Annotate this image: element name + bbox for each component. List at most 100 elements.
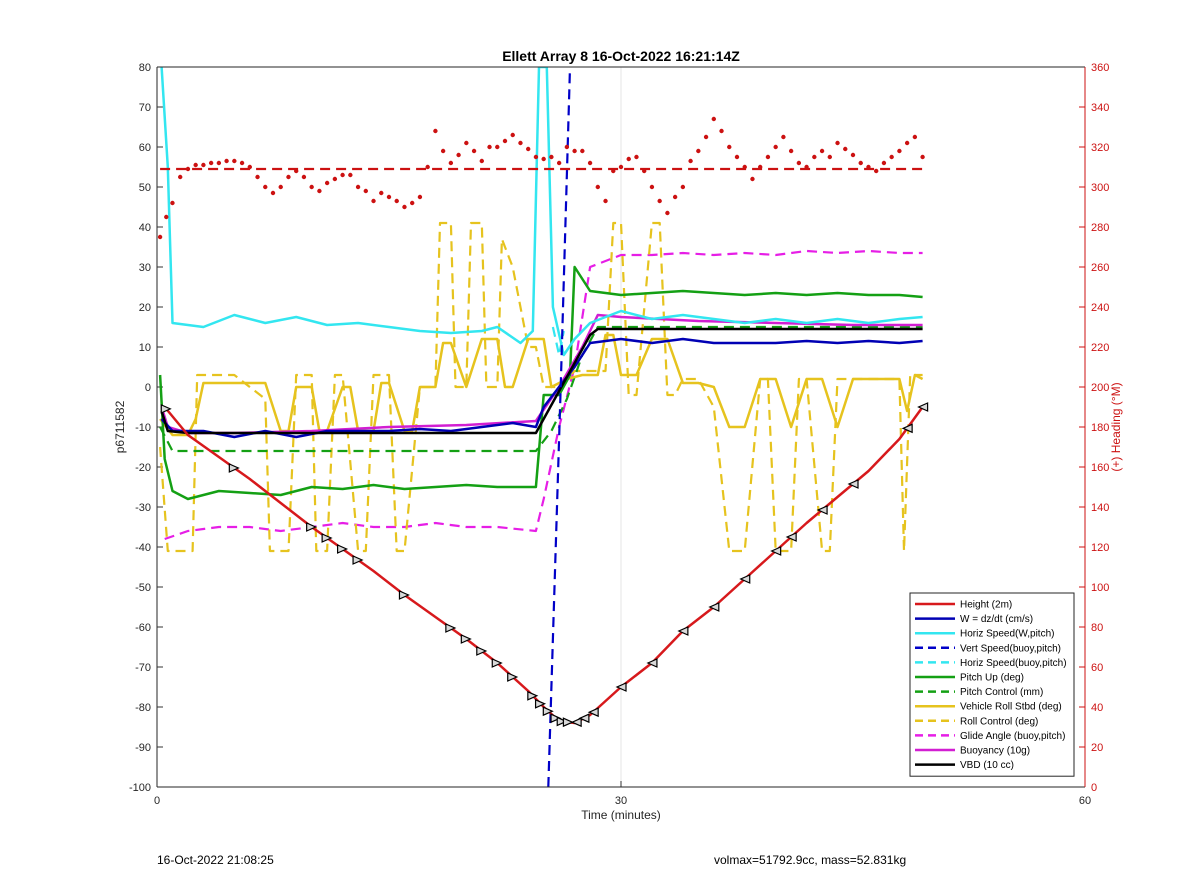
y2-tick-label: 180 [1091, 422, 1109, 434]
heading-point [642, 168, 647, 174]
y2-tick-label: 360 [1091, 62, 1109, 74]
y-tick-label: -20 [135, 462, 151, 474]
height-marker [228, 463, 240, 473]
y-axis-label: p6711582 [113, 400, 127, 453]
heading-point [827, 154, 832, 160]
heading-point [889, 154, 894, 160]
heading-point [611, 168, 616, 174]
heading-point [657, 198, 662, 204]
height-marker [527, 690, 539, 701]
height-marker [646, 658, 658, 668]
height-marker [491, 658, 503, 668]
heading-point [897, 148, 902, 154]
heading-point [665, 210, 670, 216]
y2-tick-label: 200 [1091, 382, 1109, 394]
x-tick-label: 0 [154, 795, 160, 807]
heading-point [433, 128, 438, 134]
height-marker [445, 623, 457, 633]
legend-label: Vehicle Roll Stbd (deg) [960, 702, 1062, 713]
heading-point [224, 158, 229, 164]
y2-tick-label: 160 [1091, 462, 1109, 474]
heading-point [317, 188, 322, 194]
y2-tick-label: 40 [1091, 702, 1103, 714]
height-marker [160, 403, 172, 414]
heading-point [495, 144, 500, 150]
heading-point [580, 148, 585, 154]
y-tick-label: 10 [139, 342, 151, 354]
heading-point [185, 166, 191, 172]
heading-point [912, 134, 918, 140]
height-marker [556, 716, 568, 727]
series-line [160, 327, 923, 435]
series-line [159, 333, 924, 437]
x-tick-label: 30 [615, 795, 627, 807]
y2-tick-label: 0 [1091, 782, 1097, 794]
heading-point [680, 184, 686, 190]
heading-point [618, 164, 624, 170]
legend-label: Horiz Speed(buoy,pitch) [960, 658, 1067, 669]
height-marker [615, 682, 627, 692]
height-marker [770, 546, 782, 556]
heading-point [270, 190, 276, 196]
heading-point [843, 146, 848, 152]
y2-tick-label: 300 [1091, 182, 1109, 194]
y2-axis-label: (+) Heading (°M) [1109, 382, 1123, 471]
y2-tick-label: 220 [1091, 342, 1109, 354]
legend-label: Roll Control (deg) [960, 716, 1038, 727]
x-axis-label: Time (minutes) [581, 808, 661, 822]
heading-point [773, 144, 778, 150]
heading-point [286, 174, 291, 180]
heading-point [247, 164, 252, 170]
legend-label: Horiz Speed(W,pitch) [960, 629, 1054, 640]
heading-point [193, 162, 198, 168]
y2-tick-label: 260 [1091, 262, 1109, 274]
height-marker [847, 479, 859, 489]
heading-point [765, 154, 771, 160]
heading-point [332, 176, 338, 182]
heading-point [355, 184, 361, 190]
heading-point [164, 214, 169, 220]
legend-label: Vert Speed(buoy,pitch) [960, 643, 1061, 654]
y-tick-label: -40 [135, 542, 151, 554]
heading-point [719, 128, 724, 134]
y2-tick-label: 80 [1091, 622, 1103, 634]
heading-point [479, 158, 484, 164]
heading-point [417, 194, 423, 200]
heading-point [216, 160, 222, 166]
y-tick-label: 0 [145, 382, 151, 394]
y-tick-label: -50 [135, 582, 151, 594]
heading-point [541, 156, 546, 162]
heading-point [294, 168, 299, 174]
series-line [551, 326, 565, 357]
heading-point [850, 152, 856, 158]
heading-point [781, 134, 786, 140]
y2-tick-label: 340 [1091, 102, 1109, 114]
y-tick-label: -90 [135, 742, 151, 754]
heading-point [549, 154, 554, 160]
series-line [160, 67, 923, 357]
heading-point [239, 160, 245, 166]
heading-point [835, 140, 840, 146]
heading-point [348, 172, 353, 178]
heading-point [178, 174, 183, 180]
heading-point [518, 140, 523, 146]
heading-point [208, 160, 214, 166]
legend-label: VBD (10 cc) [960, 760, 1014, 771]
heading-point [526, 146, 531, 152]
heading-point [464, 140, 469, 146]
height-marker [352, 555, 364, 565]
y2-tick-label: 60 [1091, 662, 1103, 674]
legend-label: Pitch Control (mm) [960, 687, 1043, 698]
heading-point [711, 116, 716, 122]
heading-point [734, 154, 740, 160]
y2-tick-label: 320 [1091, 142, 1109, 154]
heading-point [487, 144, 492, 150]
heading-point [371, 198, 376, 204]
heading-point [874, 168, 879, 174]
y-tick-label: -70 [135, 662, 151, 674]
heading-point [672, 194, 678, 200]
heading-point [556, 160, 562, 166]
footer-vehicle-stats: volmax=51792.9cc, mass=52.831kg [714, 853, 907, 867]
heading-point [157, 234, 163, 240]
heading-point [278, 184, 283, 190]
